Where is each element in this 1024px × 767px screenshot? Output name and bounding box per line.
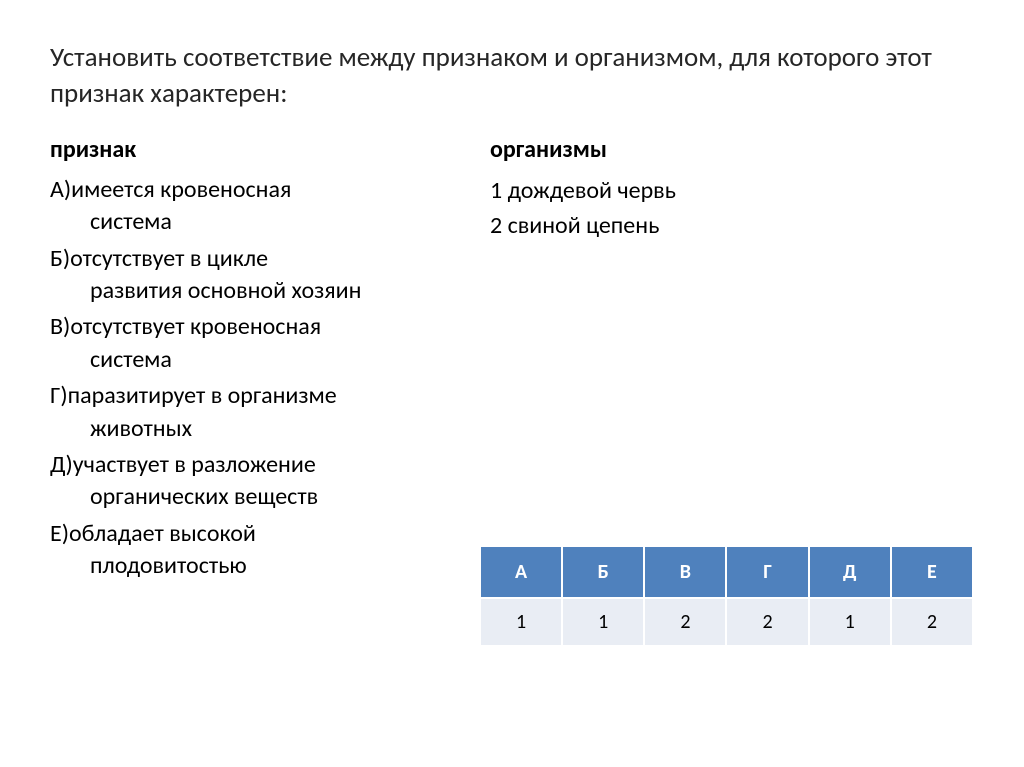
trait-d-line1: Д)участвует в разложение: [50, 450, 316, 479]
answer-header-a: А: [480, 546, 562, 598]
answer-cell-a: 1: [480, 598, 562, 646]
answer-header-g: Г: [726, 546, 808, 598]
slide-title: Установить соответствие между признаком …: [50, 40, 974, 113]
trait-d-line2: органических веществ: [50, 481, 450, 513]
trait-d: Д)участвует в разложение органических ве…: [50, 449, 450, 514]
traits-heading: признак: [50, 135, 450, 164]
trait-e-line2: плодовитостью: [50, 550, 450, 582]
answer-cell-v: 2: [644, 598, 726, 646]
column-organisms: организмы 1 дождевой червь 2 свиной цепе…: [490, 135, 974, 587]
trait-a-line1: А)имеется кровеносная: [50, 175, 291, 204]
trait-e-line1: Е)обладает высокой: [50, 519, 256, 548]
answer-cell-e: 2: [891, 598, 973, 646]
organism-2: 2 свиной цепень: [490, 209, 974, 244]
answer-header-v: В: [644, 546, 726, 598]
organisms-heading: организмы: [490, 135, 974, 164]
answer-cell-d: 1: [809, 598, 891, 646]
trait-v-line2: система: [50, 344, 450, 376]
trait-e: Е)обладает высокой плодовитостью: [50, 518, 450, 583]
trait-g-line1: Г)паразитирует в организме: [50, 381, 337, 410]
column-traits: признак А)имеется кровеносная система Б)…: [50, 135, 450, 587]
answer-header-e: Е: [891, 546, 973, 598]
trait-g: Г)паразитирует в организме животных: [50, 380, 450, 445]
trait-g-line2: животных: [50, 413, 450, 445]
trait-a-line2: система: [50, 206, 450, 238]
traits-list: А)имеется кровеносная система Б)отсутств…: [50, 174, 450, 583]
trait-v-line1: В)отсутствует кровеносная: [50, 312, 321, 341]
answer-table: А Б В Г Д Е 1 1 2 2 1 2: [479, 545, 974, 647]
trait-b-line1: Б)отсутствует в цикле: [50, 244, 268, 273]
trait-a: А)имеется кровеносная система: [50, 174, 450, 239]
trait-b: Б)отсутствует в цикле развития основной …: [50, 243, 450, 308]
organism-1: 1 дождевой червь: [490, 174, 974, 209]
answer-header-b: Б: [562, 546, 644, 598]
columns: признак А)имеется кровеносная система Б)…: [50, 135, 974, 587]
trait-v: В)отсутствует кровеносная система: [50, 311, 450, 376]
answer-header-row: А Б В Г Д Е: [480, 546, 973, 598]
answer-cell-b: 1: [562, 598, 644, 646]
trait-b-line2: развития основной хозяин: [50, 275, 450, 307]
answer-cell-g: 2: [726, 598, 808, 646]
slide: Установить соответствие между признаком …: [0, 0, 1024, 767]
answer-header-d: Д: [809, 546, 891, 598]
organisms-list: 1 дождевой червь 2 свиной цепень: [490, 174, 974, 244]
answer-value-row: 1 1 2 2 1 2: [480, 598, 973, 646]
